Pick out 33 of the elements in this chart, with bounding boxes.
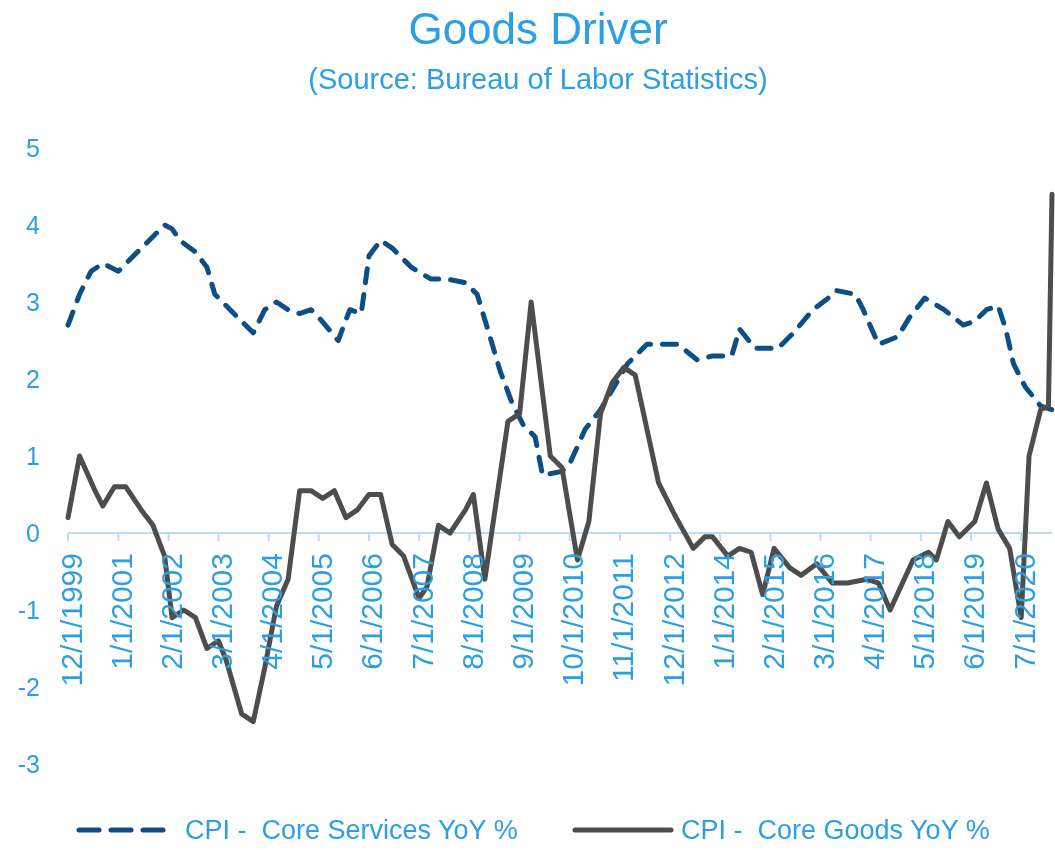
x-tick-label: 7/1/2007 (405, 553, 439, 670)
x-tick-label: 2/1/2002 (155, 553, 189, 670)
x-tick-label: 1/1/2014 (706, 553, 740, 670)
chart-subtitle: (Source: Bureau of Labor Statistics) (308, 63, 768, 95)
x-tick-label: 2/1/2015 (757, 553, 791, 670)
x-tick-label: 5/1/2018 (907, 553, 941, 670)
y-tick-label: -2 (17, 673, 40, 701)
legend-label: CPI - Core Services YoY % (185, 815, 518, 845)
x-tick-label: 6/1/2006 (355, 553, 389, 670)
x-tick-label: 4/1/2004 (255, 553, 289, 670)
x-tick-label: 5/1/2005 (305, 553, 339, 670)
x-tick-label: 12/1/2012 (656, 553, 690, 687)
x-tick-label: 6/1/2019 (957, 553, 991, 670)
x-tick-label: 3/1/2016 (806, 553, 840, 670)
x-tick-label: 9/1/2009 (506, 553, 540, 670)
x-tick-label: 1/1/2001 (104, 553, 138, 670)
x-tick-label: 10/1/2010 (556, 553, 590, 687)
x-tick-label: 11/1/2011 (606, 553, 640, 683)
y-tick-label: 0 (26, 519, 40, 547)
y-tick-label: -1 (17, 596, 40, 624)
y-tick-label: 4 (26, 211, 41, 239)
x-tick-label: 12/1/1999 (54, 553, 88, 687)
x-tick-label: 7/1/2020 (1007, 553, 1041, 670)
y-tick-label: 3 (26, 288, 40, 316)
y-tick-label: 2 (26, 365, 40, 393)
legend-label: CPI - Core Goods YoY % (681, 815, 990, 845)
x-tick-label: 3/1/2003 (204, 553, 238, 670)
x-tick-label: 8/1/2008 (455, 553, 489, 670)
chart-title: Goods Driver (408, 4, 668, 53)
y-tick-label: 5 (26, 134, 40, 162)
y-tick-label: 1 (26, 442, 40, 470)
y-tick-label: -3 (17, 750, 40, 778)
x-tick-label: 4/1/2017 (857, 553, 891, 670)
